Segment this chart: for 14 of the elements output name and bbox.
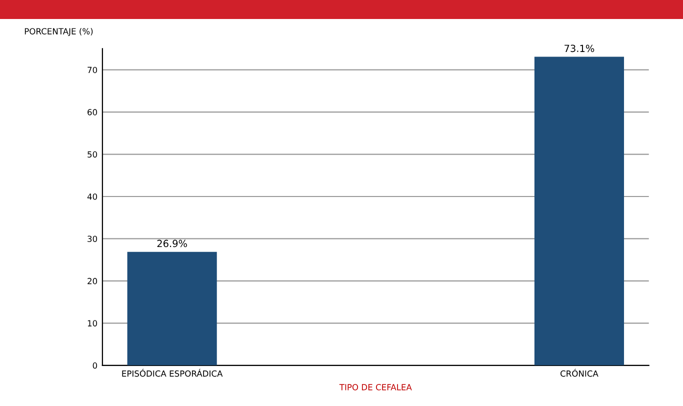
y-tick-label: 60 xyxy=(88,109,98,116)
y-tick-label: 40 xyxy=(87,193,98,200)
y-tick-label: 20 xyxy=(88,278,98,284)
x-tick-label: CRÓNICA xyxy=(560,368,598,377)
data-label: 26.9% xyxy=(157,240,187,248)
y-tick-label: 30 xyxy=(88,236,98,242)
y-axis-title: PORCENTAJE (%) xyxy=(24,28,93,36)
y-tick-label: 10 xyxy=(88,320,98,326)
y-tick-label: 70 xyxy=(88,66,98,74)
data-label: 73.1% xyxy=(564,44,594,52)
y-tick-label: 50 xyxy=(88,151,98,158)
y-tick-label: 0 xyxy=(92,362,98,369)
x-tick-label: EPISÓDICA ESPORÁDICA xyxy=(122,368,223,377)
x-axis-title: TIPO DE CEFALEA xyxy=(339,384,412,390)
